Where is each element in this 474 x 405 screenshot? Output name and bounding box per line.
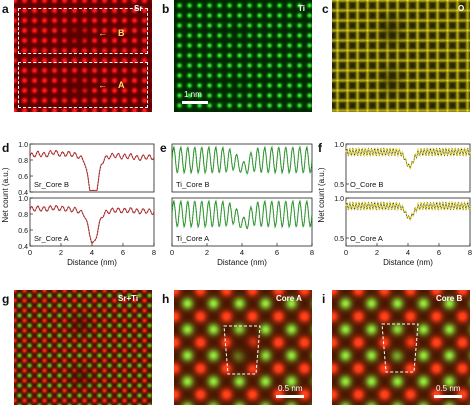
x-tick-label: 6 xyxy=(437,248,441,257)
y-tick-label: 0.4 xyxy=(18,190,28,197)
core-a-image xyxy=(174,290,312,405)
y-tick-label: 1.0 xyxy=(18,196,28,203)
x-tick-label: 4 xyxy=(406,248,410,257)
x-axis-label: Distance (nm) xyxy=(67,258,117,267)
ti-map-image xyxy=(174,0,312,112)
panel-label-h: h xyxy=(162,292,170,306)
scale-bar-b xyxy=(182,101,208,104)
element-label-srti: Sr+Ti xyxy=(118,294,139,303)
core-a-box xyxy=(18,62,148,108)
panel-label-i: i xyxy=(322,292,326,306)
o-map-image xyxy=(332,0,470,112)
panel-label-e: e xyxy=(160,141,167,155)
element-label-core-a: Core A xyxy=(276,294,302,303)
x-tick-label: 0 xyxy=(170,248,174,257)
x-tick-label: 2 xyxy=(375,248,379,257)
x-axis-label: Distance (nm) xyxy=(217,258,267,267)
panel-h: h Core A 0.5 nm xyxy=(160,290,312,405)
x-tick-label: 8 xyxy=(310,248,314,257)
core-b-box xyxy=(18,8,148,54)
series-line xyxy=(345,146,471,171)
y-tick-label: 1.0 xyxy=(334,196,344,203)
element-label-o: O xyxy=(458,4,465,13)
y-tick-label: 0.4 xyxy=(18,244,28,251)
panel-a: a Sr ← B ← A xyxy=(0,0,152,112)
panel-c: c O xyxy=(320,0,474,112)
element-label-ti: Ti xyxy=(298,4,305,13)
series-line xyxy=(29,204,155,245)
x-tick-label: 6 xyxy=(121,248,125,257)
x-axis-label: Distance (nm) xyxy=(383,258,433,267)
series-line xyxy=(171,199,313,231)
marker-a-arrow: ← xyxy=(98,80,107,90)
chart-f: f 0.5 1.0 O_Core B 0.5 1.0 O_Core A0 2 4 6 8 Distan… xyxy=(317,141,472,267)
x-tick-label: 8 xyxy=(468,248,472,257)
sr-ti-overlay-image xyxy=(14,290,152,405)
y-axis-label: Net count (a.u.) xyxy=(317,167,326,222)
x-tick-label: 4 xyxy=(240,248,244,257)
scale-bar-label-b: 1 nm xyxy=(184,90,202,99)
series-label: Ti_Core B xyxy=(176,180,209,189)
panel-label-f: f xyxy=(318,141,323,155)
y-tick-label: 0.5 xyxy=(334,236,344,243)
series-line xyxy=(171,145,313,176)
scale-bar-label-h: 0.5 nm xyxy=(278,384,303,393)
chart-d: d 0.4 0.6 0.8 1.0 Sr_Core B 0.4 0.6 0.8 1.0 Sr_Cor… xyxy=(1,141,156,267)
series-label: O_Core A xyxy=(350,234,383,243)
plot-frame xyxy=(171,143,313,193)
x-tick-label: 4 xyxy=(90,248,94,257)
series-line xyxy=(345,200,471,222)
x-tick-label: 0 xyxy=(344,248,348,257)
x-tick-label: 2 xyxy=(59,248,63,257)
y-tick-label: 0.6 xyxy=(18,228,28,235)
marker-b-arrow: ← xyxy=(98,28,107,38)
sr-map-image xyxy=(14,0,152,112)
y-tick-label: 0.6 xyxy=(18,174,28,181)
marker-a-label: A xyxy=(118,80,125,90)
y-tick-label: 0.8 xyxy=(18,212,28,219)
series-line xyxy=(29,149,155,192)
panel-i: i Core B 0.5 nm xyxy=(320,290,474,405)
y-axis-label: Net count (a.u.) xyxy=(1,167,10,222)
y-tick-label: 1.0 xyxy=(334,142,344,149)
x-tick-label: 8 xyxy=(152,248,156,257)
element-label-sr: Sr xyxy=(134,4,143,13)
panel-b: b Ti 1 nm xyxy=(160,0,312,112)
y-tick-label: 0.8 xyxy=(18,158,28,165)
plot-frame xyxy=(345,143,471,193)
series-label: O_Core B xyxy=(350,180,383,189)
scale-bar-h xyxy=(276,395,304,398)
panel-label-c: c xyxy=(322,2,329,16)
series-label: Ti_Core A xyxy=(176,234,209,243)
panel-label-g: g xyxy=(2,292,10,306)
scale-bar-label-i: 0.5 nm xyxy=(436,384,461,393)
y-tick-label: 1.0 xyxy=(18,142,28,149)
scale-bar-i xyxy=(434,395,462,398)
plot-frame xyxy=(29,143,155,193)
panel-g: g Sr+Ti xyxy=(0,290,152,405)
panel-label-d: d xyxy=(2,141,9,155)
series-label: Sr_Core B xyxy=(34,180,69,189)
panel-label-b: b xyxy=(162,2,170,16)
y-tick-label: 0.5 xyxy=(334,182,344,189)
x-tick-label: 2 xyxy=(205,248,209,257)
core-b-image xyxy=(332,290,470,405)
chart-e: e Ti_Core B Ti_Core A0 2 4 6 8 Distance (nm) xyxy=(160,141,314,267)
element-label-core-b: Core B xyxy=(436,294,463,303)
x-tick-label: 0 xyxy=(28,248,32,257)
panel-label-a: a xyxy=(2,2,9,16)
x-tick-label: 6 xyxy=(275,248,279,257)
series-label: Sr_Core A xyxy=(34,234,69,243)
marker-b-label: B xyxy=(118,28,125,38)
